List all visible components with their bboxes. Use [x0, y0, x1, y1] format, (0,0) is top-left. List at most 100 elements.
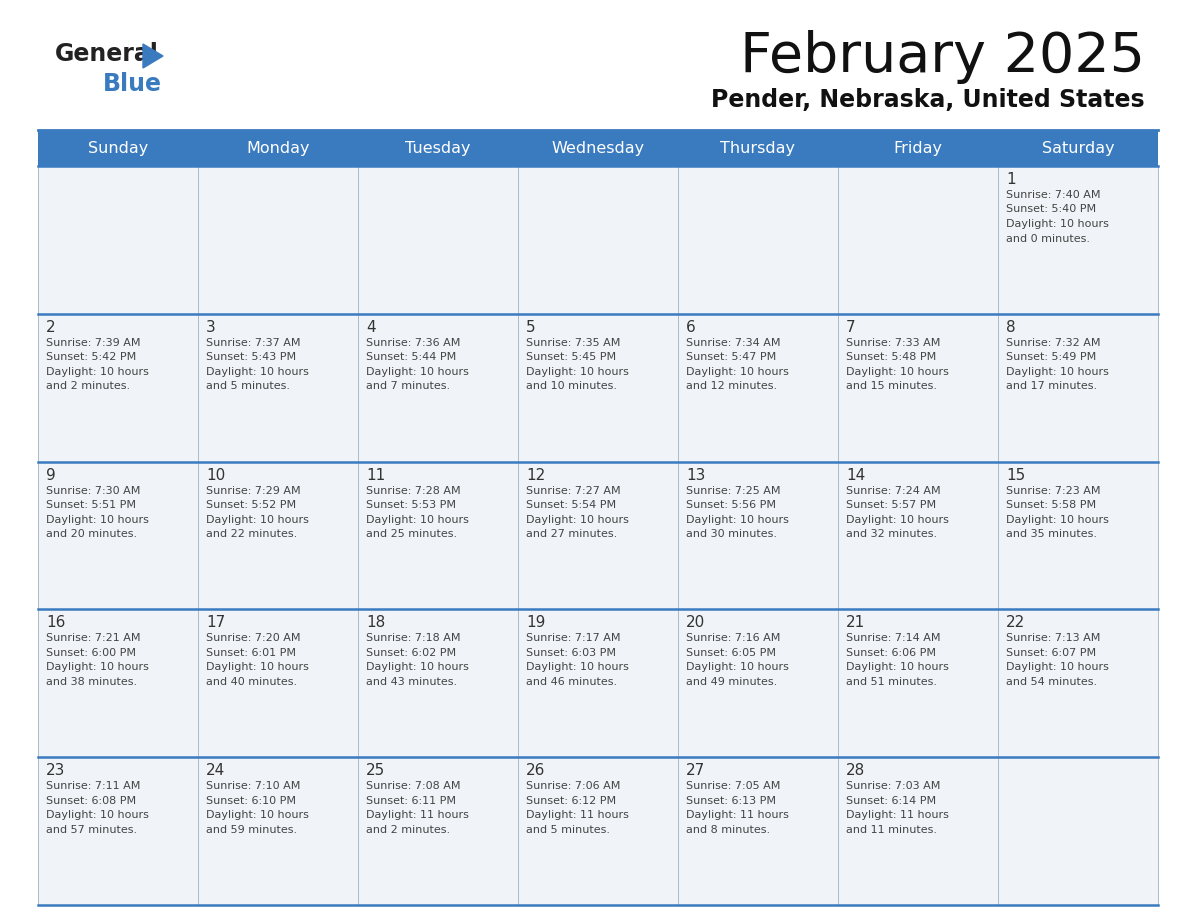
Text: Sunrise: 7:36 AM: Sunrise: 7:36 AM — [366, 338, 461, 348]
Text: Sunset: 5:53 PM: Sunset: 5:53 PM — [366, 500, 456, 510]
Text: Daylight: 10 hours: Daylight: 10 hours — [1006, 367, 1108, 376]
Text: Sunset: 5:40 PM: Sunset: 5:40 PM — [1006, 205, 1097, 215]
Text: 18: 18 — [366, 615, 385, 631]
Bar — [358, 757, 518, 905]
Text: Sunrise: 7:05 AM: Sunrise: 7:05 AM — [685, 781, 781, 791]
Text: Sunrise: 7:11 AM: Sunrise: 7:11 AM — [46, 781, 140, 791]
Text: 8: 8 — [1006, 319, 1016, 335]
Text: Daylight: 10 hours: Daylight: 10 hours — [846, 367, 949, 376]
Text: Daylight: 10 hours: Daylight: 10 hours — [46, 515, 148, 524]
Text: Sunrise: 7:34 AM: Sunrise: 7:34 AM — [685, 338, 781, 348]
Bar — [198, 757, 358, 905]
Text: and 46 minutes.: and 46 minutes. — [526, 677, 617, 687]
Bar — [678, 610, 838, 757]
Polygon shape — [143, 44, 163, 68]
Text: and 54 minutes.: and 54 minutes. — [1006, 677, 1098, 687]
Text: and 30 minutes.: and 30 minutes. — [685, 529, 777, 539]
Bar — [518, 462, 678, 610]
Text: 13: 13 — [685, 467, 706, 483]
Text: 21: 21 — [846, 615, 865, 631]
Text: 19: 19 — [526, 615, 545, 631]
Text: Sunrise: 7:24 AM: Sunrise: 7:24 AM — [846, 486, 941, 496]
Text: and 20 minutes.: and 20 minutes. — [46, 529, 137, 539]
Text: Daylight: 10 hours: Daylight: 10 hours — [1006, 219, 1108, 229]
Text: 3: 3 — [206, 319, 216, 335]
Text: Sunrise: 7:16 AM: Sunrise: 7:16 AM — [685, 633, 781, 644]
Text: Sunrise: 7:14 AM: Sunrise: 7:14 AM — [846, 633, 941, 644]
Bar — [518, 757, 678, 905]
Text: Sunset: 6:02 PM: Sunset: 6:02 PM — [366, 648, 456, 658]
Text: 12: 12 — [526, 467, 545, 483]
Text: Sunset: 6:11 PM: Sunset: 6:11 PM — [366, 796, 456, 806]
Text: Daylight: 10 hours: Daylight: 10 hours — [846, 663, 949, 672]
Text: Daylight: 11 hours: Daylight: 11 hours — [846, 811, 949, 820]
Text: Sunset: 6:12 PM: Sunset: 6:12 PM — [526, 796, 617, 806]
Text: and 32 minutes.: and 32 minutes. — [846, 529, 937, 539]
Text: Daylight: 10 hours: Daylight: 10 hours — [46, 663, 148, 672]
Text: Blue: Blue — [103, 72, 162, 96]
Bar — [38, 462, 198, 610]
Text: Daylight: 10 hours: Daylight: 10 hours — [685, 367, 789, 376]
Bar — [518, 314, 678, 462]
Bar — [998, 462, 1158, 610]
Text: and 5 minutes.: and 5 minutes. — [526, 824, 609, 834]
Text: 23: 23 — [46, 763, 65, 778]
Text: Sunrise: 7:28 AM: Sunrise: 7:28 AM — [366, 486, 461, 496]
Text: and 8 minutes.: and 8 minutes. — [685, 824, 770, 834]
Text: 6: 6 — [685, 319, 696, 335]
Text: and 11 minutes.: and 11 minutes. — [846, 824, 937, 834]
Text: Wednesday: Wednesday — [551, 140, 645, 155]
Text: and 0 minutes.: and 0 minutes. — [1006, 233, 1091, 243]
Text: Sunrise: 7:10 AM: Sunrise: 7:10 AM — [206, 781, 301, 791]
Text: Daylight: 11 hours: Daylight: 11 hours — [526, 811, 628, 820]
Bar — [358, 462, 518, 610]
Text: 5: 5 — [526, 319, 536, 335]
Bar — [678, 462, 838, 610]
Text: Daylight: 10 hours: Daylight: 10 hours — [46, 811, 148, 820]
Text: and 15 minutes.: and 15 minutes. — [846, 381, 937, 391]
Text: Sunrise: 7:25 AM: Sunrise: 7:25 AM — [685, 486, 781, 496]
Text: 27: 27 — [685, 763, 706, 778]
Text: 20: 20 — [685, 615, 706, 631]
Bar — [38, 314, 198, 462]
Text: Sunset: 6:10 PM: Sunset: 6:10 PM — [206, 796, 296, 806]
Text: Sunrise: 7:29 AM: Sunrise: 7:29 AM — [206, 486, 301, 496]
Text: Sunrise: 7:20 AM: Sunrise: 7:20 AM — [206, 633, 301, 644]
Text: 1: 1 — [1006, 172, 1016, 187]
Bar — [678, 757, 838, 905]
Text: and 5 minutes.: and 5 minutes. — [206, 381, 290, 391]
Text: Sunrise: 7:27 AM: Sunrise: 7:27 AM — [526, 486, 620, 496]
Text: Friday: Friday — [893, 140, 942, 155]
Bar — [358, 314, 518, 462]
Text: Pender, Nebraska, United States: Pender, Nebraska, United States — [712, 88, 1145, 112]
Bar — [38, 166, 198, 314]
Text: Sunset: 6:06 PM: Sunset: 6:06 PM — [846, 648, 936, 658]
Text: Daylight: 10 hours: Daylight: 10 hours — [526, 515, 628, 524]
Text: and 10 minutes.: and 10 minutes. — [526, 381, 617, 391]
Text: Sunset: 6:08 PM: Sunset: 6:08 PM — [46, 796, 137, 806]
Bar — [998, 314, 1158, 462]
Bar — [838, 462, 998, 610]
Text: Thursday: Thursday — [720, 140, 796, 155]
Text: Daylight: 11 hours: Daylight: 11 hours — [366, 811, 469, 820]
Bar — [838, 166, 998, 314]
Text: 10: 10 — [206, 467, 226, 483]
Text: and 40 minutes.: and 40 minutes. — [206, 677, 297, 687]
Text: Daylight: 10 hours: Daylight: 10 hours — [846, 515, 949, 524]
Text: 16: 16 — [46, 615, 65, 631]
Text: Sunset: 6:13 PM: Sunset: 6:13 PM — [685, 796, 776, 806]
Bar — [678, 166, 838, 314]
Text: Saturday: Saturday — [1042, 140, 1114, 155]
Text: Sunrise: 7:39 AM: Sunrise: 7:39 AM — [46, 338, 140, 348]
Text: Sunrise: 7:30 AM: Sunrise: 7:30 AM — [46, 486, 140, 496]
Bar — [38, 130, 1158, 166]
Text: 9: 9 — [46, 467, 56, 483]
Text: Sunset: 6:07 PM: Sunset: 6:07 PM — [1006, 648, 1097, 658]
Bar — [198, 314, 358, 462]
Text: Sunset: 6:14 PM: Sunset: 6:14 PM — [846, 796, 936, 806]
Text: and 2 minutes.: and 2 minutes. — [366, 824, 450, 834]
Text: Sunset: 6:05 PM: Sunset: 6:05 PM — [685, 648, 776, 658]
Text: Sunset: 5:51 PM: Sunset: 5:51 PM — [46, 500, 135, 510]
Text: Sunrise: 7:35 AM: Sunrise: 7:35 AM — [526, 338, 620, 348]
Text: Sunset: 5:54 PM: Sunset: 5:54 PM — [526, 500, 617, 510]
